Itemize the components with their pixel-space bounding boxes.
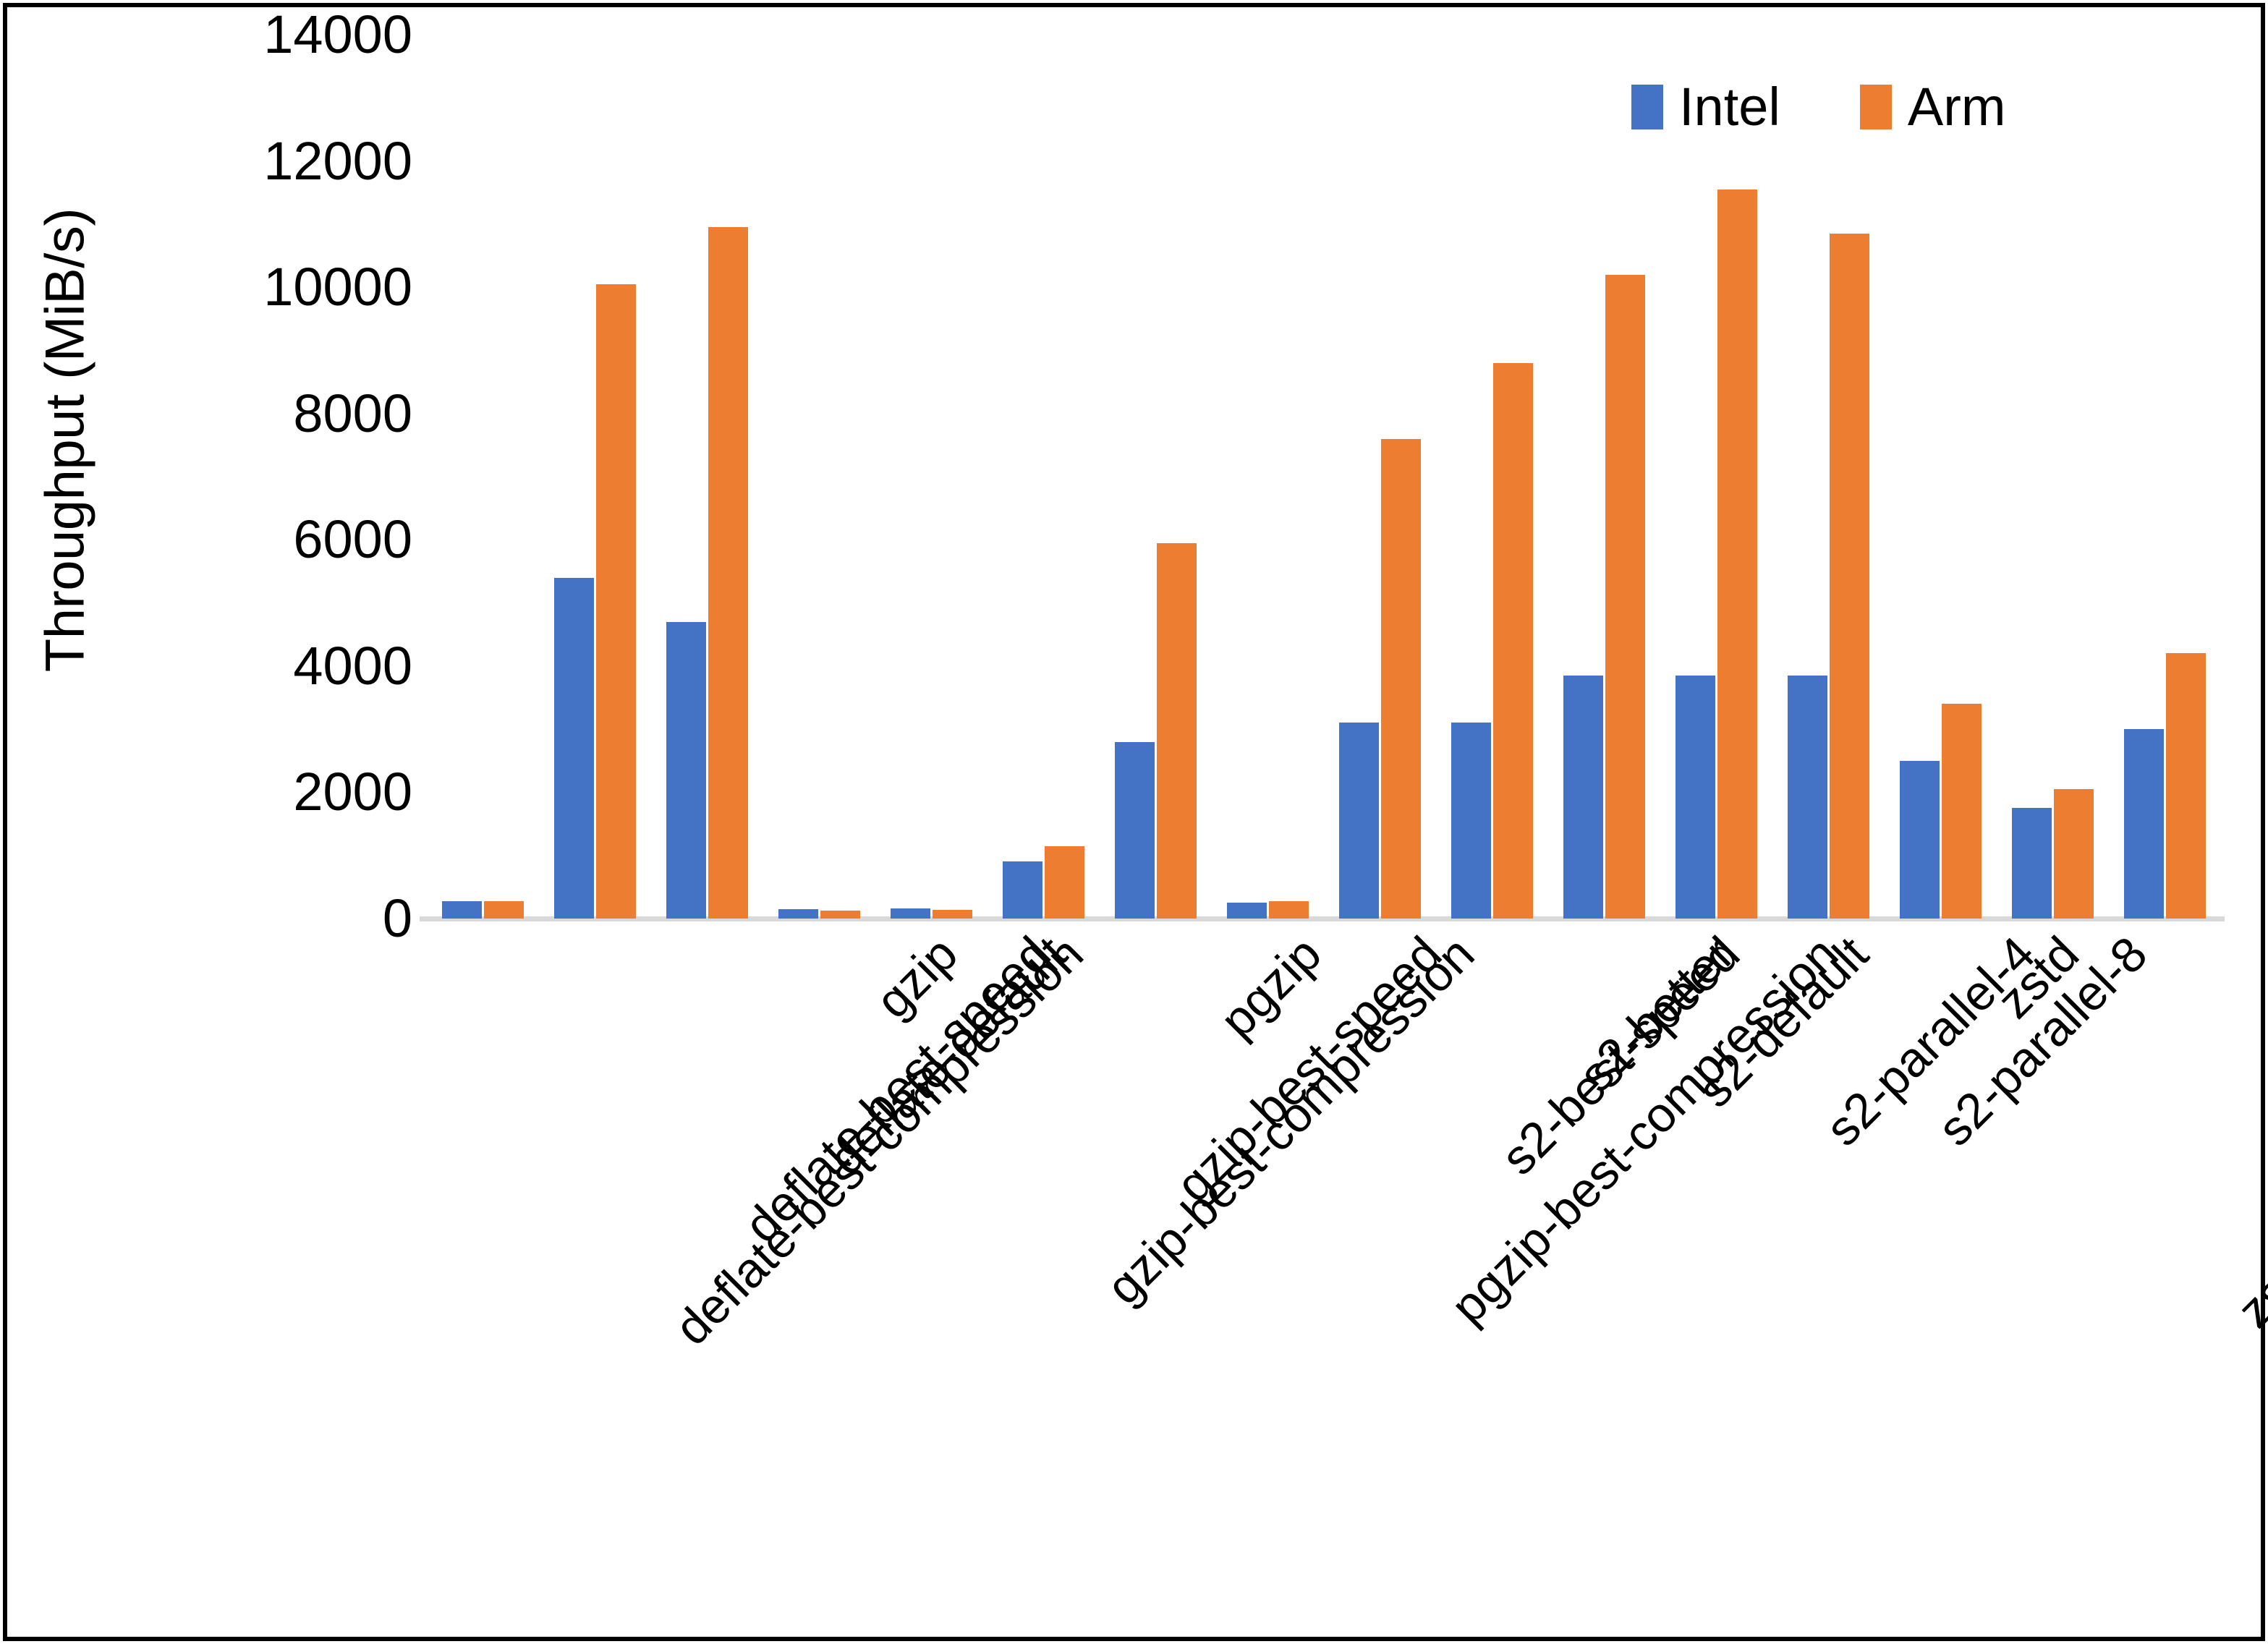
bar-arm[interactable] [1493,362,1533,919]
bar-arm[interactable] [2054,789,2094,919]
bar-arm[interactable] [1942,704,1982,919]
bar-intel[interactable] [1788,675,1827,919]
bar-group [1997,35,2109,919]
bar-intel[interactable] [442,901,482,919]
bar-intel[interactable] [891,908,930,919]
bar-group [1660,35,1772,919]
bar-arm[interactable] [1157,542,1197,919]
bar-intel[interactable] [778,908,818,919]
bar-group [1436,35,1548,919]
legend-label: Arm [1907,77,2006,137]
chart-legend: Intel Arm [1631,76,2006,137]
chart-plot-root: Throughput (MiB/s) 14000 12000 10000 8000 60… [7,4,2268,1637]
bar-group [1885,35,1997,919]
bar-arm[interactable] [1269,901,1309,919]
bar-intel[interactable] [554,577,594,919]
bar-arm[interactable] [1830,233,1869,919]
bar-group [1772,35,1885,919]
bar-intel[interactable] [1675,675,1715,919]
bar-group [988,35,1100,919]
y-axis-title: Throughput (MiB/s) [34,208,96,673]
y-axis-tick-label: 8000 [293,383,412,443]
bar-group [1212,35,1324,919]
bar-group [2109,35,2221,919]
x-axis-line [420,916,2225,921]
y-axis-tick-labels: 14000 12000 10000 8000 6000 4000 2000 0 [224,4,412,945]
bar-arm[interactable] [1381,438,1421,919]
legend-item-arm[interactable]: Arm [1859,76,2006,137]
bar-arm[interactable] [1717,189,1757,919]
bar-group [427,35,539,919]
y-axis-tick-label: 14000 [263,4,412,64]
legend-item-intel[interactable]: Intel [1631,76,1780,137]
x-axis-category-labels: deflate-best-compression deflate-best-spe… [427,927,2268,1578]
bar-intel[interactable] [666,621,706,919]
chart-frame: Throughput (MiB/s) 14000 12000 10000 8000 60… [3,3,2268,1641]
bar-arm[interactable] [1045,846,1084,919]
legend-swatch-arm-icon [1859,84,1892,129]
bar-arm[interactable] [820,910,860,919]
legend-label: Intel [1679,77,1780,137]
y-axis-tick-label: 0 [382,888,412,948]
bar-intel[interactable] [2012,808,2052,919]
bar-arm[interactable] [708,227,748,919]
x-axis-category-label: zstd-fastest [2257,926,2268,1143]
bar-intel[interactable] [1115,741,1155,919]
bar-intel[interactable] [1227,903,1267,919]
y-axis-tick-label: 6000 [293,509,412,570]
bar-intel[interactable] [2124,729,2164,919]
bar-group [1100,35,1212,919]
bar-arm[interactable] [933,909,972,919]
x-axis-category-label: zstd-better-compression [2226,926,2268,1339]
y-axis-tick-label: 12000 [263,130,412,191]
bar-intel[interactable] [1003,861,1042,919]
bar-group [1324,35,1436,919]
y-axis-tick-label: 4000 [293,635,412,696]
bar-group [763,35,875,919]
bar-arm[interactable] [1605,274,1645,919]
bar-arm[interactable] [596,284,636,919]
bar-group [875,35,988,919]
bar-intel[interactable] [1563,675,1603,919]
bar-intel[interactable] [1900,760,1940,919]
bar-arm[interactable] [484,901,524,919]
bar-arm[interactable] [2166,653,2206,919]
bar-group [1548,35,1660,919]
bar-intel[interactable] [1451,723,1491,919]
plot-area [420,35,2225,921]
y-axis-tick-label: 10000 [263,257,412,318]
bar-group [539,35,651,919]
legend-swatch-intel-icon [1631,84,1663,129]
y-axis-tick-label: 2000 [293,762,412,822]
bar-intel[interactable] [1339,723,1379,919]
bar-group [651,35,763,919]
